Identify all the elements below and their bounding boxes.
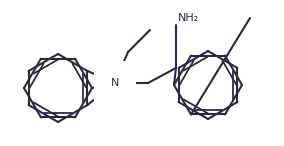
Text: N: N — [111, 78, 119, 88]
Text: NH₂: NH₂ — [178, 13, 199, 23]
